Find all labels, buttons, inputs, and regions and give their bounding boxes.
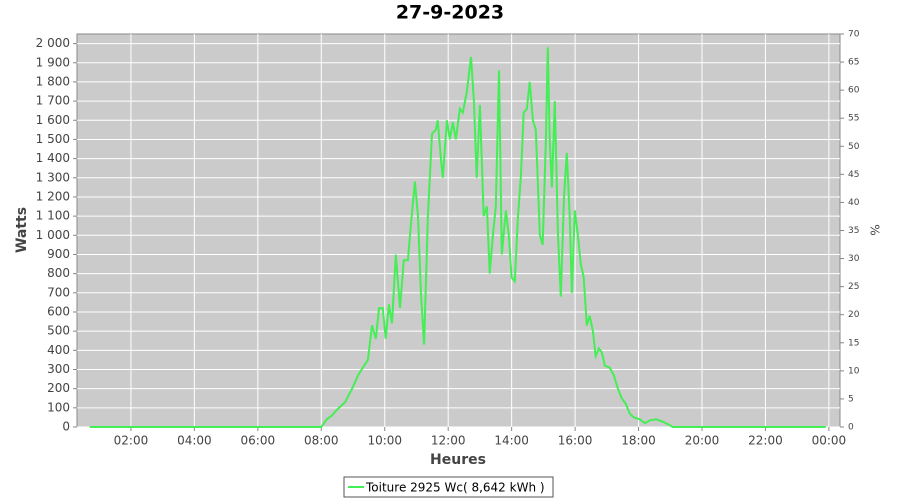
y2-tick-label: 20 — [848, 310, 860, 320]
y-tick-label: 1 000 — [36, 228, 70, 242]
y-tick-label: 900 — [47, 247, 70, 261]
y2-tick-label: 50 — [848, 142, 860, 152]
y-tick-label: 300 — [47, 362, 70, 376]
x-tick-label: 08:00 — [304, 434, 339, 448]
y2-tick-label: 10 — [848, 366, 860, 376]
y-tick-label: 0 — [62, 420, 70, 434]
y-tick-label: 400 — [47, 343, 70, 357]
y2-tick-label: 30 — [848, 254, 860, 264]
chart-title: 27-9-2023 — [396, 2, 504, 24]
y-tick-label: 1 100 — [36, 209, 70, 223]
y-tick-label: 100 — [47, 400, 70, 414]
y-tick-label: 200 — [47, 381, 70, 395]
y2-tick-label: 0 — [848, 423, 854, 433]
y-tick-label: 1 600 — [36, 113, 70, 127]
y2-tick-label: 25 — [848, 282, 859, 292]
y2-tick-label: 40 — [848, 198, 860, 208]
y-axis-label: Watts — [14, 207, 30, 253]
y2-axis-label: % — [868, 224, 882, 235]
y-tick-label: 1 300 — [36, 170, 70, 184]
y-tick-label: 1 200 — [36, 189, 70, 203]
y2-tick-label: 55 — [848, 114, 859, 124]
y2-tick-label: 60 — [848, 86, 860, 96]
x-axis-label: Heures — [430, 452, 486, 468]
legend-box — [343, 476, 554, 498]
y2-tick-label: 45 — [848, 170, 859, 180]
x-tick-label: 04:00 — [177, 434, 212, 448]
x-tick-label: 02:00 — [114, 434, 149, 448]
x-tick-label: 12:00 — [431, 434, 466, 448]
y-tick-label: 500 — [47, 324, 70, 338]
x-tick-label: 18:00 — [621, 434, 656, 448]
y-tick-label: 1 700 — [36, 94, 70, 108]
y-tick-label: 1 900 — [36, 55, 70, 69]
x-tick-label: 22:00 — [748, 434, 783, 448]
y2-tick-label: 15 — [848, 338, 859, 348]
x-tick-label: 06:00 — [241, 434, 276, 448]
x-tick-label: 00:00 — [812, 434, 847, 448]
series-line — [89, 47, 826, 428]
x-tick-label: 14:00 — [494, 434, 529, 448]
y2-tick-label: 35 — [848, 226, 859, 236]
y-tick-label: 1 800 — [36, 74, 70, 88]
y-tick-label: 800 — [47, 266, 70, 280]
y-tick-label: 1 400 — [36, 151, 70, 165]
y-tick-label: 700 — [47, 285, 70, 299]
y-tick-label: 2 000 — [36, 36, 70, 50]
x-tick-label: 20:00 — [685, 434, 720, 448]
y-tick-label: 600 — [47, 304, 70, 318]
x-tick-label: 16:00 — [558, 434, 593, 448]
plot-area — [76, 33, 841, 428]
x-tick-label: 10:00 — [367, 434, 402, 448]
y2-tick-label: 65 — [848, 58, 859, 68]
y-tick-label: 1 500 — [36, 132, 70, 146]
y2-tick-label: 70 — [848, 30, 860, 40]
y2-tick-label: 5 — [848, 394, 854, 404]
legend-label: Toiture 2925 Wc( 8,642 kWh ) — [365, 481, 545, 495]
